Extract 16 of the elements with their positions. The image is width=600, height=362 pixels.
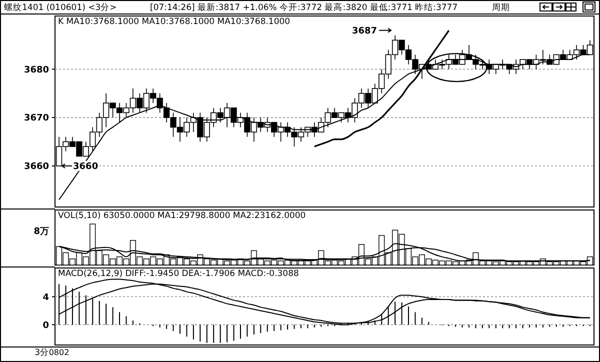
y-tick-label: 3680 — [24, 65, 49, 76]
text: 周期 — [492, 2, 510, 13]
y-tick-label: 4 — [42, 292, 49, 303]
chart-subtitle: [07:14:26] 最新:3817 +1.06% 今开:3772 最高:3820 最低:3771 昨结:3777 — [150, 2, 458, 13]
annotation: MACD(26,12,9) DIFF:-1.9450 DEA:-1.7906 MACD:-0.3088 — [58, 269, 299, 279]
y-tick-label: 3660 — [24, 162, 49, 172]
y-tick-label: 3670 — [24, 114, 49, 124]
text: 8万 — [34, 227, 49, 238]
chart-title: 螺纹1401 (010601) <3分> — [4, 2, 117, 13]
annotation: 3660 — [73, 162, 98, 172]
text: VOL(5,10) 63050.0000 MA1:29798.8000 MA2:23162.0000 — [58, 211, 306, 221]
annotation: K MA10:3768.1000 MA10:3768.1000 MA10:3768.1000 — [58, 17, 290, 27]
text: 3分 — [34, 347, 49, 358]
y-tick-label: 0 — [42, 320, 49, 331]
annotation: 3687 — [352, 26, 378, 36]
x-tick-label: 0802 — [48, 348, 70, 357]
